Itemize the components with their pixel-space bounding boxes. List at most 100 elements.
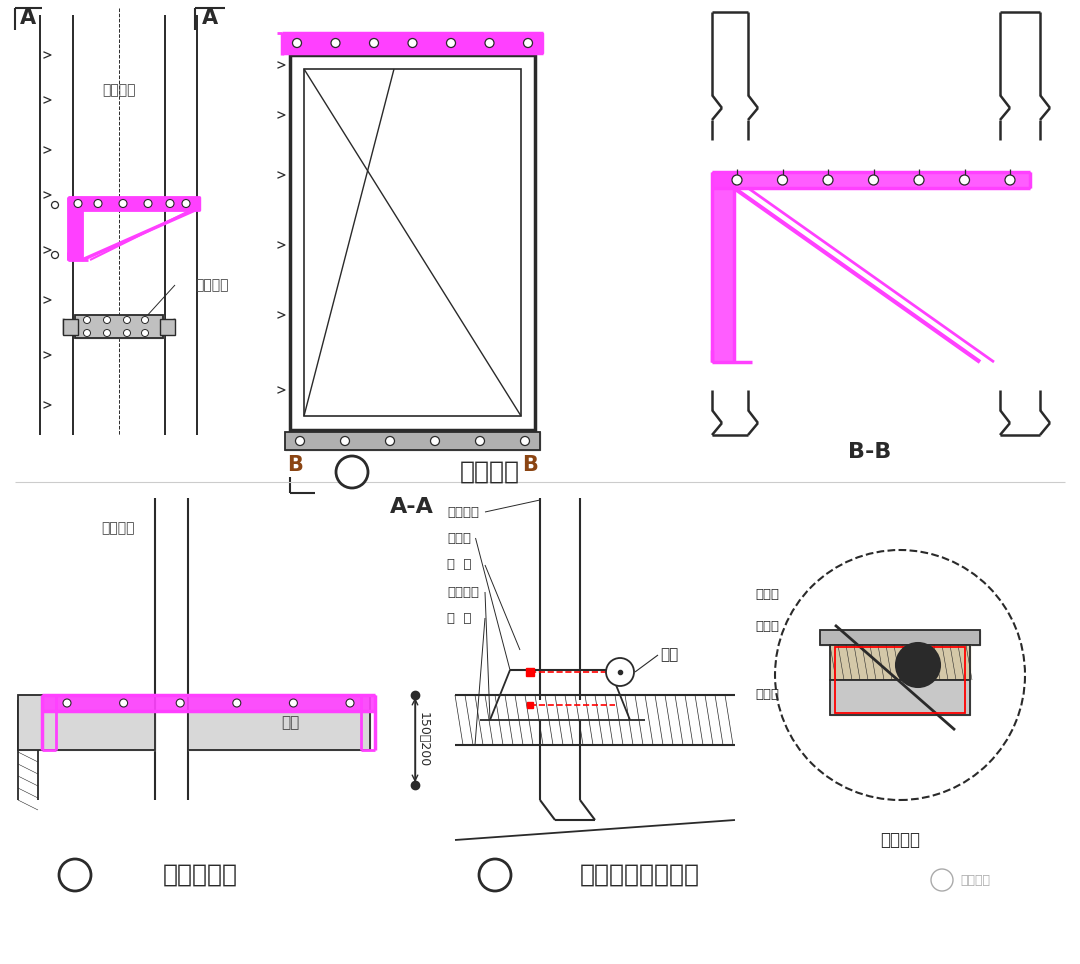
Text: 角钗法兰: 角钗法兰 — [195, 278, 229, 292]
Text: 防雨罩: 防雨罩 — [447, 531, 471, 545]
Circle shape — [75, 200, 82, 207]
Circle shape — [141, 316, 149, 324]
Circle shape — [369, 39, 378, 47]
Circle shape — [408, 39, 417, 47]
Circle shape — [104, 330, 110, 336]
Circle shape — [896, 643, 940, 687]
Circle shape — [778, 175, 787, 185]
Bar — [303, 69, 521, 416]
Text: 金属风管: 金属风管 — [103, 83, 136, 97]
Polygon shape — [188, 695, 370, 750]
Circle shape — [52, 201, 58, 208]
Bar — [831, 645, 970, 680]
Circle shape — [606, 658, 634, 686]
Bar — [188, 695, 370, 750]
Text: B: B — [287, 455, 302, 475]
Text: 防雨罩: 防雨罩 — [755, 688, 779, 702]
Circle shape — [141, 330, 149, 336]
Polygon shape — [712, 172, 734, 362]
Bar — [285, 432, 540, 450]
Text: 局部大样: 局部大样 — [880, 831, 920, 849]
Bar — [63, 318, 78, 335]
Circle shape — [475, 437, 485, 445]
Circle shape — [521, 437, 529, 445]
Text: B: B — [522, 455, 538, 475]
Circle shape — [120, 699, 127, 707]
Text: C: C — [939, 875, 946, 885]
Circle shape — [431, 437, 440, 445]
Circle shape — [346, 699, 354, 707]
Text: 机电人脉: 机电人脉 — [960, 873, 990, 887]
Bar — [835, 647, 966, 713]
Circle shape — [233, 699, 241, 707]
Polygon shape — [68, 197, 200, 210]
Text: 防水结构: 防水结构 — [447, 585, 480, 599]
Text: 150～200: 150～200 — [417, 712, 430, 767]
Text: 金属风管: 金属风管 — [102, 521, 135, 535]
Circle shape — [123, 330, 131, 336]
Bar — [75, 315, 163, 338]
Text: 垂直风管: 垂直风管 — [460, 460, 519, 484]
Circle shape — [144, 200, 152, 207]
Polygon shape — [285, 432, 540, 450]
Polygon shape — [820, 630, 980, 645]
Circle shape — [340, 437, 350, 445]
Polygon shape — [63, 318, 78, 335]
Polygon shape — [68, 197, 82, 260]
Circle shape — [868, 175, 878, 185]
Circle shape — [386, 437, 394, 445]
Text: A: A — [346, 463, 359, 481]
Circle shape — [83, 316, 91, 324]
Circle shape — [914, 175, 924, 185]
Circle shape — [959, 175, 970, 185]
Text: B-B: B-B — [848, 442, 892, 462]
Circle shape — [330, 39, 340, 47]
Polygon shape — [282, 33, 543, 53]
Bar — [291, 55, 535, 430]
Circle shape — [931, 869, 953, 891]
Circle shape — [166, 200, 174, 207]
Polygon shape — [712, 172, 1030, 188]
Text: C: C — [488, 866, 501, 884]
Circle shape — [176, 699, 185, 707]
Circle shape — [480, 859, 511, 891]
Circle shape — [83, 330, 91, 336]
Text: 穿天面风管剑视图: 穿天面风管剑视图 — [580, 863, 700, 887]
Text: A-A: A-A — [390, 497, 434, 517]
Text: 金属风管: 金属风管 — [447, 505, 480, 519]
Polygon shape — [160, 318, 175, 335]
Bar — [820, 630, 980, 645]
Circle shape — [524, 39, 532, 47]
Text: B: B — [68, 866, 82, 884]
Text: A: A — [19, 8, 36, 28]
Polygon shape — [831, 680, 970, 715]
Text: 密封垂: 密封垂 — [755, 621, 779, 633]
Text: 扁钗筜: 扁钗筜 — [755, 588, 779, 602]
Circle shape — [446, 39, 456, 47]
Circle shape — [59, 859, 91, 891]
Circle shape — [296, 437, 305, 445]
Circle shape — [94, 200, 102, 207]
Text: 过楼板风管: 过楼板风管 — [162, 863, 238, 887]
Bar — [18, 695, 156, 750]
Polygon shape — [75, 315, 163, 338]
Bar — [831, 680, 970, 715]
Polygon shape — [18, 695, 156, 750]
Text: A: A — [202, 8, 218, 28]
Circle shape — [1005, 175, 1015, 185]
Polygon shape — [831, 645, 970, 680]
Circle shape — [485, 39, 494, 47]
Circle shape — [52, 252, 58, 258]
Text: 楼板: 楼板 — [281, 715, 299, 730]
Circle shape — [123, 316, 131, 324]
Circle shape — [104, 316, 110, 324]
Circle shape — [823, 175, 833, 185]
Circle shape — [63, 699, 71, 707]
Text: 铆  钉: 铆 钉 — [447, 558, 472, 572]
Circle shape — [293, 39, 301, 47]
Polygon shape — [42, 695, 375, 711]
Text: 屋  面: 屋 面 — [447, 611, 472, 625]
Circle shape — [336, 456, 368, 488]
Circle shape — [183, 200, 190, 207]
Circle shape — [732, 175, 742, 185]
